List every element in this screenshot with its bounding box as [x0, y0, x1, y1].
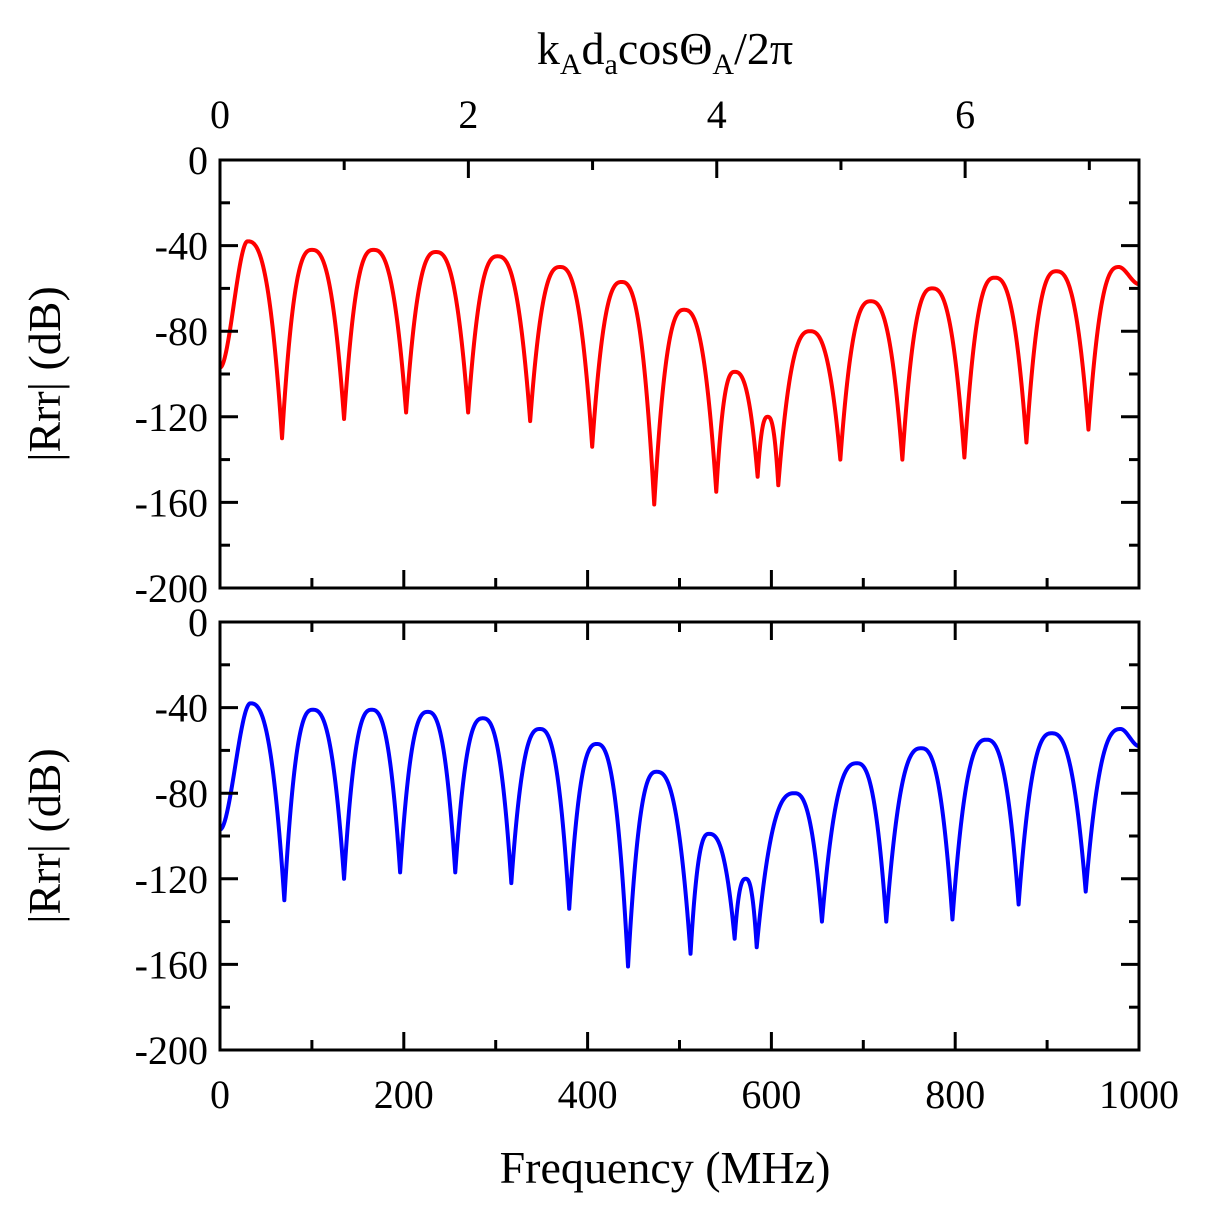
y-tick-label: -120 — [135, 857, 208, 902]
top-axis-title-part: cosΘ — [618, 23, 713, 74]
y-tick-label: -80 — [155, 771, 208, 816]
top-axis-tick-label: 4 — [707, 92, 727, 137]
plot-frame — [218, 158, 1141, 590]
top-panel: 0 -40 -80 -120 -160 -200 0 2 4 6 — [135, 92, 1141, 611]
x-tick-label: 200 — [374, 1072, 434, 1117]
series-line-top — [220, 239, 1139, 507]
y-tick-label: -200 — [135, 566, 208, 611]
x-tick-label: 800 — [925, 1072, 985, 1117]
top-axis-tick-label: 0 — [210, 92, 230, 137]
x-tick-label: 600 — [741, 1072, 801, 1117]
y-tick-label: -200 — [135, 1028, 208, 1073]
top-panel-ylabel: |Rrr| (dB) — [19, 286, 70, 462]
bottom-panel-ylabel: |Rrr| (dB) — [19, 748, 70, 924]
top-axis-title-part: k — [537, 23, 560, 74]
top-axis-title-part: A — [560, 48, 582, 81]
y-tick-label: -120 — [135, 395, 208, 440]
series-line-bottom — [220, 701, 1139, 969]
y-tick-label: -160 — [135, 942, 208, 987]
top-axis-title-part: d — [582, 23, 605, 74]
top-axis-title-part: a — [605, 48, 618, 81]
top-axis-title-part: A — [712, 48, 734, 81]
y-tick-label: -80 — [155, 309, 208, 354]
x-tick-label: 400 — [558, 1072, 618, 1117]
y-tick-label: 0 — [188, 138, 208, 183]
top-axis-title-part: /2π — [734, 23, 793, 74]
y-tick-label: 0 — [188, 600, 208, 645]
top-axis-tick-label: 6 — [955, 92, 975, 137]
x-tick-label: 0 — [210, 1072, 230, 1117]
y-tick-label: -40 — [155, 224, 208, 269]
x-axis-title: Frequency (MHz) — [500, 1142, 831, 1193]
top-axis-title: kAdacosΘA/2π — [537, 23, 793, 81]
top-axis-tick-label: 2 — [458, 92, 478, 137]
y-tick-label: -160 — [135, 480, 208, 525]
x-tick-label: 1000 — [1099, 1072, 1179, 1117]
y-tick-label: -40 — [155, 686, 208, 731]
